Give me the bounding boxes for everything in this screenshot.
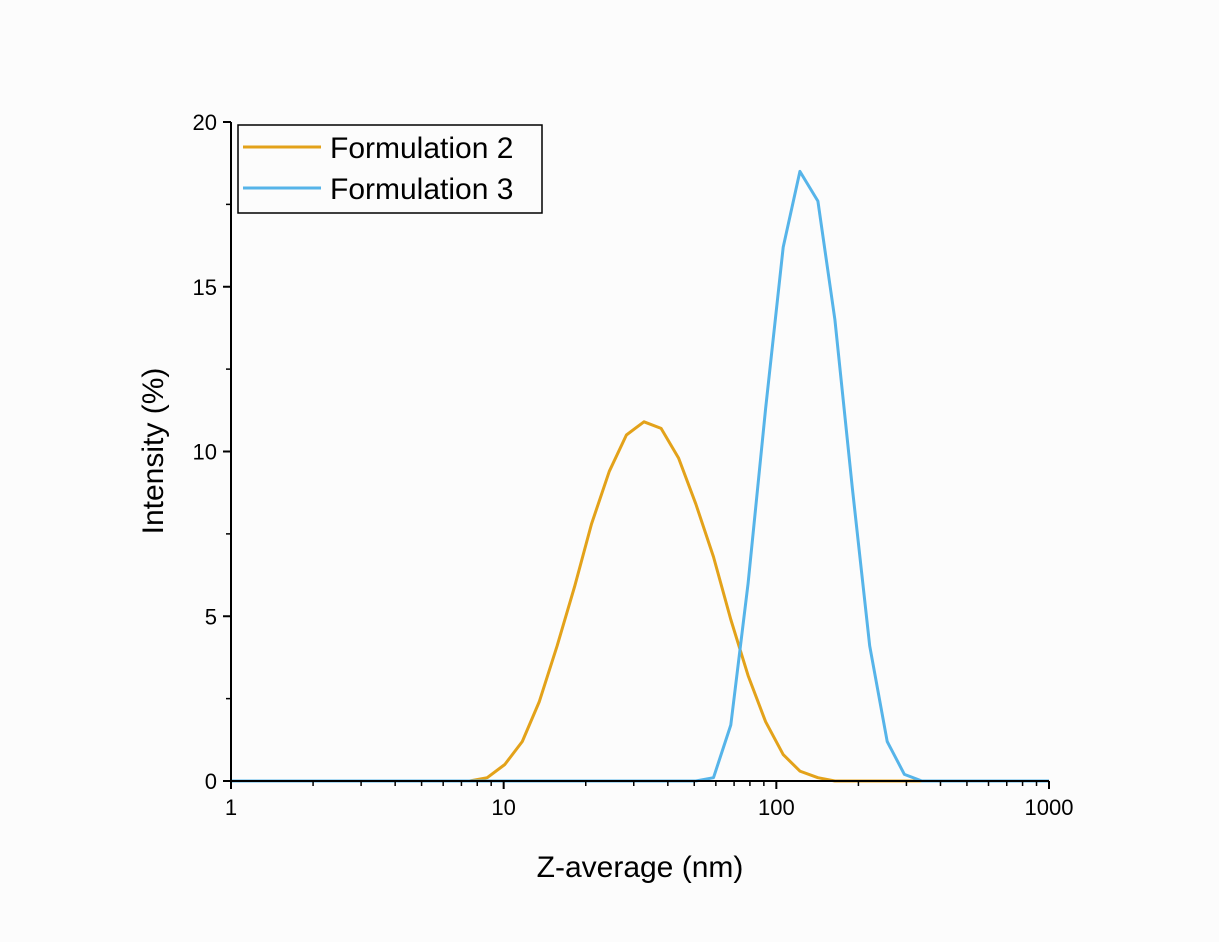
y-tick-label: 20	[193, 110, 217, 135]
x-tick-label: 1000	[1025, 795, 1074, 820]
y-tick-label: 5	[205, 604, 217, 629]
x-tick-label: 1	[225, 795, 237, 820]
y-tick-label: 15	[193, 275, 217, 300]
y-tick-label: 0	[205, 769, 217, 794]
legend-label-2: Formulation 3	[330, 173, 513, 206]
x-tick-label: 100	[758, 795, 795, 820]
series-line-1	[231, 420, 1049, 783]
legend: Formulation 2 Formulation 3	[237, 124, 543, 214]
ticks-layer: 1 10 100 1000 0 5 10 15 20	[193, 110, 1074, 820]
y-tick-label: 10	[193, 440, 217, 465]
legend-box	[237, 124, 543, 214]
series-line-2	[231, 169, 1049, 783]
x-tick-label: 10	[491, 795, 515, 820]
y-axis-title: Intensity (%)	[137, 368, 170, 535]
series-layer	[231, 169, 1049, 783]
x-axis-title: Z-average (nm)	[537, 851, 744, 884]
legend-label-1: Formulation 2	[330, 132, 513, 165]
